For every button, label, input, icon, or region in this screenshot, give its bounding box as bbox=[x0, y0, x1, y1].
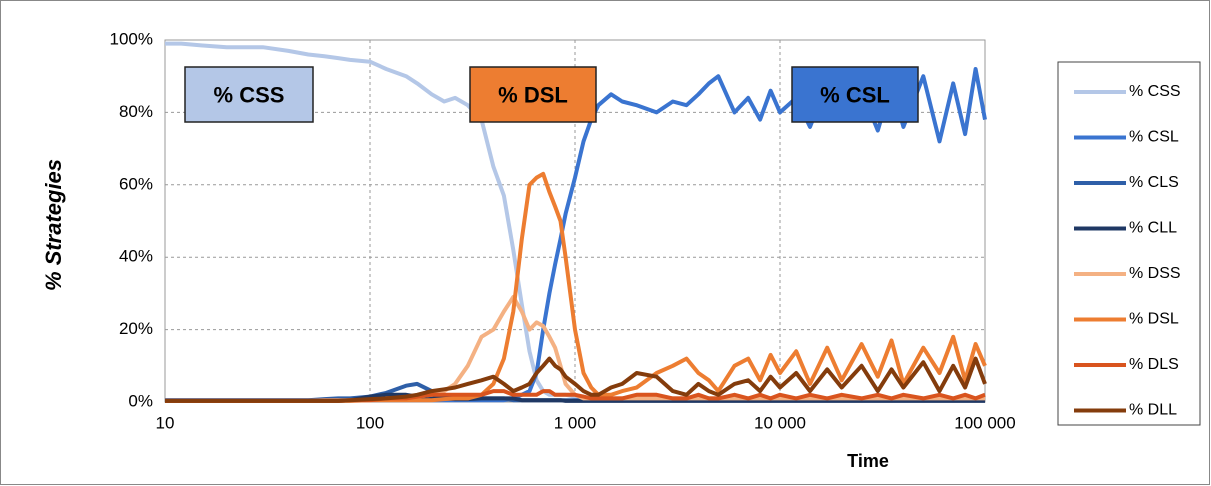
y-tick-label: 0% bbox=[128, 391, 153, 410]
y-tick-label: 20% bbox=[119, 319, 153, 338]
annotation-box bbox=[469, 66, 597, 123]
y-axis-label: % Strategies bbox=[41, 159, 66, 291]
annotation-text: % DSL bbox=[498, 82, 568, 107]
legend-label: % CSS bbox=[1129, 83, 1181, 100]
annotation-box bbox=[791, 66, 919, 123]
x-tick-label: 100 000 bbox=[954, 413, 1015, 432]
x-tick-label: 10 000 bbox=[754, 413, 806, 432]
annotation-text: % CSS bbox=[214, 82, 285, 107]
x-tick-label: 100 bbox=[356, 413, 384, 432]
annotation-text: % CSL bbox=[820, 82, 890, 107]
legend-label: % CSL bbox=[1129, 129, 1179, 146]
legend-label: % CLS bbox=[1129, 174, 1179, 191]
y-tick-label: 80% bbox=[119, 102, 153, 121]
legend-label: % CLL bbox=[1129, 220, 1177, 237]
x-tick-label: 1 000 bbox=[554, 413, 597, 432]
x-axis-label: Time bbox=[847, 451, 889, 471]
annotation-box bbox=[184, 66, 314, 123]
y-tick-label: 60% bbox=[119, 174, 153, 193]
series-line bbox=[165, 356, 987, 403]
y-tick-label: 40% bbox=[119, 247, 153, 266]
legend-label: % DLS bbox=[1129, 356, 1179, 373]
x-tick-label: 10 bbox=[156, 413, 175, 432]
legend-label: % DSS bbox=[1129, 265, 1181, 282]
legend-label: % DSL bbox=[1129, 311, 1179, 328]
legend-label: % DLL bbox=[1129, 402, 1177, 419]
y-tick-label: 100% bbox=[110, 29, 153, 48]
